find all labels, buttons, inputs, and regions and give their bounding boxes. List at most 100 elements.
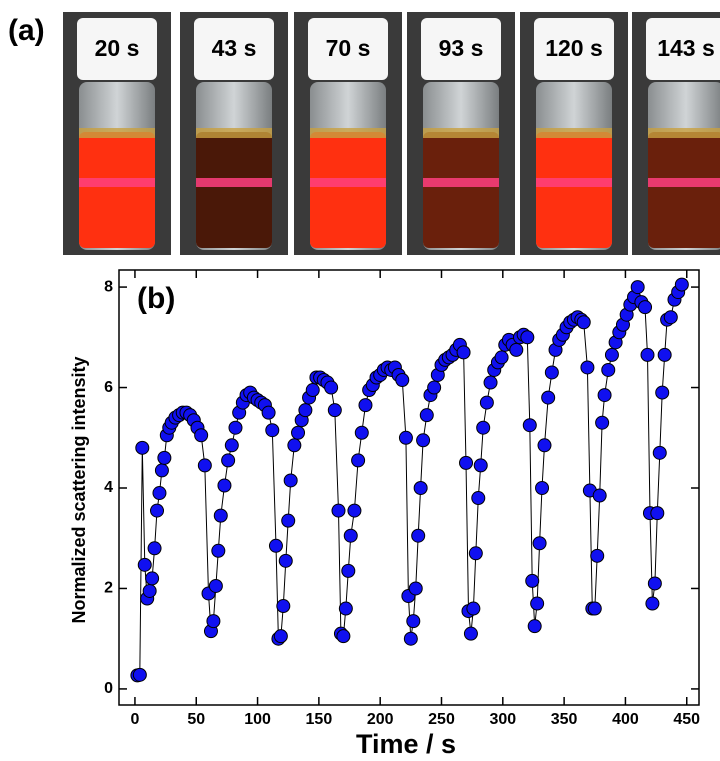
data-point bbox=[197, 458, 212, 473]
y-axis-title: Normalized scattering intensity bbox=[69, 356, 89, 623]
data-point bbox=[287, 438, 302, 453]
laser-beam bbox=[196, 178, 272, 187]
data-point bbox=[468, 546, 483, 561]
data-point bbox=[150, 503, 165, 518]
data-point bbox=[479, 395, 494, 410]
data-point bbox=[645, 596, 660, 611]
data-point bbox=[419, 408, 434, 423]
x-tick-label: 0 bbox=[130, 711, 139, 728]
x-axis-title: Time / s bbox=[356, 729, 456, 759]
data-point bbox=[152, 486, 167, 501]
data-point bbox=[463, 626, 478, 641]
liquid-surface bbox=[196, 128, 272, 138]
vial-time-label: 120 s bbox=[545, 35, 603, 61]
vial-liquid bbox=[196, 132, 272, 248]
data-point bbox=[135, 440, 150, 455]
data-point bbox=[273, 629, 288, 644]
data-point bbox=[630, 280, 645, 295]
data-point bbox=[358, 398, 373, 413]
vial-time-label: 143 s bbox=[657, 35, 715, 61]
data-point bbox=[655, 385, 670, 400]
panel-label: (a) bbox=[8, 14, 45, 47]
data-point bbox=[471, 491, 486, 506]
data-point bbox=[576, 315, 591, 330]
data-point bbox=[509, 342, 524, 357]
data-point bbox=[228, 420, 243, 435]
liquid-surface bbox=[310, 128, 386, 138]
data-point bbox=[276, 599, 291, 614]
y-tick-label: 0 bbox=[104, 680, 113, 697]
data-point bbox=[157, 450, 172, 465]
data-point bbox=[544, 365, 559, 380]
vial-time-label: 43 s bbox=[212, 35, 257, 61]
data-point bbox=[408, 581, 423, 596]
y-tick-label: 2 bbox=[104, 580, 113, 597]
liquid-surface bbox=[79, 128, 155, 138]
vial-liquid bbox=[79, 132, 155, 248]
data-point bbox=[601, 362, 616, 377]
y-tick-label: 4 bbox=[104, 479, 113, 496]
data-point bbox=[587, 601, 602, 616]
data-point bbox=[663, 310, 678, 325]
data-point bbox=[647, 576, 662, 591]
vial-cap bbox=[194, 18, 274, 80]
data-point bbox=[217, 478, 232, 493]
data-point bbox=[403, 631, 418, 646]
x-tick-label: 250 bbox=[428, 711, 455, 728]
vial-photo: 20 s bbox=[63, 12, 171, 255]
vial-cap bbox=[534, 18, 614, 80]
liquid-surface bbox=[536, 128, 612, 138]
data-point bbox=[331, 503, 346, 518]
x-tick-label: 150 bbox=[306, 711, 333, 728]
data-point bbox=[650, 506, 665, 521]
data-point bbox=[351, 453, 366, 468]
vial-photo: 70 s bbox=[294, 12, 402, 255]
data-point bbox=[522, 418, 537, 433]
data-point bbox=[590, 548, 605, 563]
data-point bbox=[338, 601, 353, 616]
vial-time-label: 20 s bbox=[95, 35, 140, 61]
vial-cap bbox=[421, 18, 501, 80]
data-point bbox=[597, 388, 612, 403]
data-point bbox=[132, 667, 147, 682]
laser-beam bbox=[79, 178, 155, 187]
data-point bbox=[473, 458, 488, 473]
data-point bbox=[427, 380, 442, 395]
data-point bbox=[305, 383, 320, 398]
data-point bbox=[411, 528, 426, 543]
vial-time-label: 70 s bbox=[326, 35, 371, 61]
data-point bbox=[640, 347, 655, 362]
data-point bbox=[347, 503, 362, 518]
data-point bbox=[137, 557, 152, 572]
data-point bbox=[416, 433, 431, 448]
data-point bbox=[532, 536, 547, 551]
data-point bbox=[142, 583, 157, 598]
data-point bbox=[291, 425, 306, 440]
data-point bbox=[221, 453, 236, 468]
data-point bbox=[494, 350, 509, 365]
data-point bbox=[592, 488, 607, 503]
data-point bbox=[343, 528, 358, 543]
data-point bbox=[147, 541, 162, 556]
data-point bbox=[638, 300, 653, 315]
data-point bbox=[406, 614, 421, 629]
data-point bbox=[595, 415, 610, 430]
data-point bbox=[535, 481, 550, 496]
data-point bbox=[413, 481, 428, 496]
data-point bbox=[224, 438, 239, 453]
data-point bbox=[145, 571, 160, 586]
vial-cap bbox=[77, 18, 157, 80]
x-tick-label: 200 bbox=[367, 711, 394, 728]
y-tick-label: 8 bbox=[104, 278, 113, 295]
data-point bbox=[194, 428, 209, 443]
x-tick-label: 300 bbox=[489, 711, 516, 728]
laser-beam bbox=[310, 178, 386, 187]
data-point bbox=[476, 420, 491, 435]
photo-strip: 20 s 43 s 70 s 93 s 120 s 143 s bbox=[63, 12, 720, 255]
laser-beam bbox=[423, 178, 499, 187]
data-point bbox=[530, 596, 545, 611]
data-point bbox=[520, 330, 535, 345]
panel-label: (b) bbox=[137, 282, 175, 315]
data-point bbox=[298, 403, 313, 418]
